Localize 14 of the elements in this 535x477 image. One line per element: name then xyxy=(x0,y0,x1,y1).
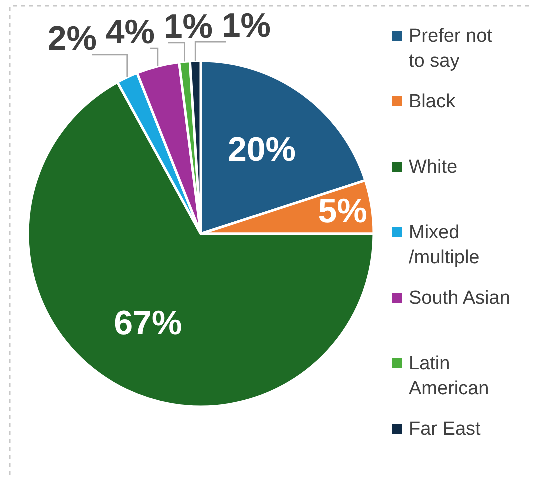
data-label: 20% xyxy=(228,131,296,170)
data-label: 1% xyxy=(164,8,213,46)
legend-label: Latin American xyxy=(409,353,490,399)
legend-label: South Asian xyxy=(409,288,510,308)
data-label: 4% xyxy=(106,14,155,52)
legend-label: White xyxy=(409,156,458,178)
data-label: 2% xyxy=(48,20,97,58)
legend-label: Far East xyxy=(409,418,482,440)
data-label: 5% xyxy=(318,192,368,231)
legend-label: Mixed /multiple xyxy=(409,222,480,268)
data-label: 1% xyxy=(222,7,271,46)
legend-label: Prefer not to say xyxy=(409,26,494,72)
data-label: 67% xyxy=(114,304,182,342)
legend-label: Black xyxy=(409,91,456,112)
